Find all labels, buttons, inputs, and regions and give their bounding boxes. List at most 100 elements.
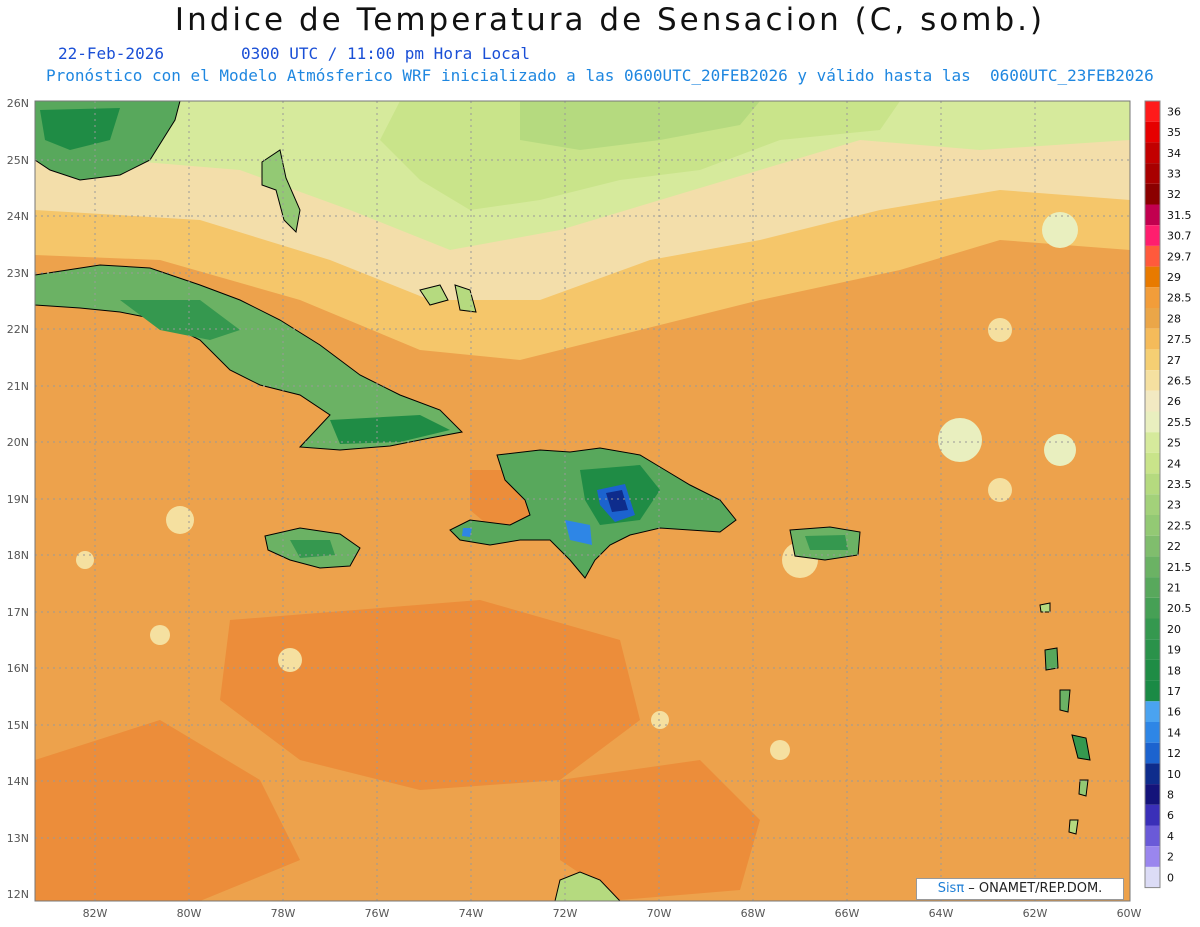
colorbar-swatch	[1145, 804, 1160, 826]
colorbar-swatch	[1145, 577, 1160, 598]
colorbar-label: 22.5	[1167, 519, 1192, 532]
lat-label: 26N	[7, 97, 29, 110]
colorbar-label: 20.5	[1167, 602, 1192, 615]
colorbar-swatch	[1145, 556, 1160, 578]
colorbar-label: 25.5	[1167, 416, 1192, 429]
colorbar-label: 29	[1167, 271, 1181, 284]
colorbar-swatch	[1145, 846, 1160, 867]
colorbar-swatch	[1145, 825, 1160, 847]
lat-label: 17N	[7, 606, 29, 619]
colorbar-swatch	[1145, 225, 1160, 246]
colorbar-label: 28	[1167, 312, 1181, 325]
colorbar-swatch	[1145, 287, 1160, 308]
colorbar-label: 12	[1167, 747, 1181, 760]
lon-label: 82W	[83, 907, 108, 920]
longitude-labels: 82W 80W 78W 76W 74W 72W 70W 68W 66W 64W …	[83, 907, 1142, 920]
colorbar-swatch	[1145, 473, 1160, 495]
colorbar-label: 26.5	[1167, 374, 1192, 387]
credit-text: – ONAMET/REP.DOM.	[964, 881, 1103, 896]
colorbar-swatch	[1145, 618, 1160, 640]
colorbar-label: 2	[1167, 851, 1174, 864]
colorbar-label: 29.7	[1167, 250, 1192, 263]
lat-label: 25N	[7, 154, 29, 167]
colorbar-label: 0	[1167, 871, 1174, 884]
colorbar-label: 6	[1167, 809, 1174, 822]
lat-label: 18N	[7, 549, 29, 562]
lat-label: 16N	[7, 662, 29, 675]
lon-label: 80W	[177, 907, 202, 920]
colorbar-label: 36	[1167, 105, 1181, 118]
colorbar-swatch	[1145, 204, 1160, 226]
map-frame	[34, 100, 1131, 902]
colorbar-label: 24	[1167, 457, 1181, 470]
colorbar-swatch	[1145, 163, 1160, 184]
lat-label: 13N	[7, 832, 29, 845]
lon-label: 68W	[741, 907, 766, 920]
colorbar-label: 21.5	[1167, 561, 1192, 574]
colorbar-swatch	[1145, 328, 1160, 350]
model-validity-line: Pronóstico con el Modelo Atmósferico WRF…	[46, 66, 1154, 85]
lon-label: 70W	[647, 907, 672, 920]
colorbar-label: 33	[1167, 167, 1181, 180]
colorbar-swatch	[1145, 515, 1160, 536]
colorbar-swatch	[1145, 432, 1160, 453]
colorbar-swatch	[1145, 370, 1160, 391]
lat-label: 14N	[7, 775, 29, 788]
lat-label: 15N	[7, 719, 29, 732]
colorbar-label: 28.5	[1167, 292, 1192, 305]
colorbar-label: 8	[1167, 788, 1174, 801]
colorbar-swatch	[1145, 349, 1160, 371]
colorbar-label: 27.5	[1167, 333, 1192, 346]
colorbar-swatch	[1145, 494, 1160, 515]
lon-label: 72W	[553, 907, 578, 920]
colorbar-swatch	[1145, 659, 1160, 681]
map-title: Indice de Temperatura de Sensacion (C, s…	[174, 2, 1046, 38]
colorbar-swatch	[1145, 245, 1160, 267]
colorbar-swatch	[1145, 390, 1160, 412]
colorbar-swatch	[1145, 763, 1160, 785]
lat-label: 23N	[7, 267, 29, 280]
colorbar-swatch	[1145, 701, 1160, 722]
colorbar-label: 4	[1167, 830, 1174, 843]
colorbar-label: 21	[1167, 581, 1181, 594]
lat-label: 12N	[7, 888, 29, 901]
colorbar-label: 10	[1167, 768, 1181, 781]
lon-label: 74W	[459, 907, 484, 920]
colorbar-swatch	[1145, 722, 1160, 743]
sispi-logo-text: Sisπ	[937, 881, 965, 896]
colorbar-label: 25	[1167, 437, 1181, 450]
colorbar-swatch	[1145, 784, 1160, 805]
colorbar-label: 22	[1167, 540, 1181, 553]
latitude-labels: 26N 25N 24N 23N 22N 21N 20N 19N 18N 17N …	[7, 97, 29, 901]
colorbar-label: 30.7	[1167, 230, 1192, 243]
colorbar-swatch	[1145, 866, 1160, 888]
colorbar-swatch	[1145, 680, 1160, 702]
lon-label: 64W	[929, 907, 954, 920]
colorbar-label: 20	[1167, 623, 1181, 636]
lon-label: 78W	[271, 907, 296, 920]
lat-label: 21N	[7, 380, 29, 393]
colorbar-frame	[1144, 100, 1161, 889]
colorbar-swatch	[1145, 183, 1160, 205]
colorbar: 363534333231.530.729.72928.52827.52726.5…	[1144, 100, 1192, 889]
colorbar-label: 26	[1167, 395, 1181, 408]
lat-label: 22N	[7, 323, 29, 336]
colorbar-label: 19	[1167, 644, 1181, 657]
temperature-field	[35, 101, 1130, 901]
colorbar-label: 35	[1167, 126, 1181, 139]
colorbar-swatch	[1145, 411, 1160, 433]
colorbar-label: 16	[1167, 706, 1181, 719]
lat-label: 24N	[7, 210, 29, 223]
colorbar-label: 31.5	[1167, 209, 1192, 222]
colorbar-label: 32	[1167, 188, 1181, 201]
colorbar-swatch	[1145, 308, 1160, 329]
colorbar-label: 27	[1167, 354, 1181, 367]
lon-label: 60W	[1117, 907, 1142, 920]
colorbar-label: 23	[1167, 499, 1181, 512]
colorbar-swatch	[1145, 742, 1160, 764]
colorbar-label: 34	[1167, 147, 1181, 160]
lat-label: 19N	[7, 493, 29, 506]
colorbar-label: 23.5	[1167, 478, 1192, 491]
graticule	[35, 101, 1130, 901]
colorbar-swatch	[1145, 266, 1160, 288]
